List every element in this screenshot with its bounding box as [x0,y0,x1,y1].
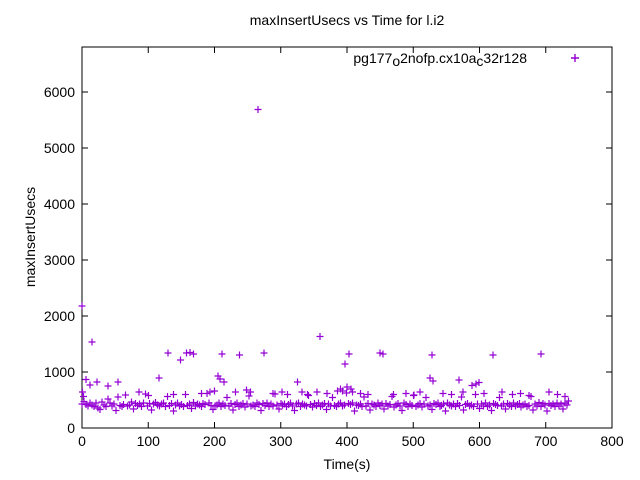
scatter-points-series [78,106,572,415]
legend-label: pg177o2nofp.cx10ac32r128 [353,50,527,69]
x-axis-label: Time(s) [323,456,371,472]
x-tick-label: 100 [137,433,161,449]
y-tick-label: 1000 [44,364,75,380]
x-tick-label: 400 [335,433,359,449]
legend-plus-icon [571,54,579,62]
plot-border [81,46,613,429]
y-tick-label: 0 [67,420,75,436]
y-tick-label: 2000 [44,308,75,324]
legend-entry: pg177o2nofp.cx10ac32r128 [353,50,579,69]
y-axis-ticks: 0 1000 2000 3000 4000 5000 6000 [44,84,612,436]
y-tick-label: 4000 [44,196,75,212]
x-tick-label: 800 [600,433,624,449]
y-tick-label: 3000 [44,252,75,268]
y-tick-label: 5000 [44,140,75,156]
y-tick-label: 6000 [44,84,75,100]
x-tick-label: 500 [402,433,426,449]
chart-title: maxInsertUsecs vs Time for l.i2 [249,12,445,28]
x-axis-ticks: 0 100 200 300 400 500 600 700 800 [78,47,624,449]
x-tick-label: 600 [468,433,492,449]
x-tick-label: 700 [534,433,558,449]
x-tick-label: 200 [203,433,227,449]
x-tick-label: 0 [78,433,86,449]
x-tick-label: 300 [269,433,293,449]
